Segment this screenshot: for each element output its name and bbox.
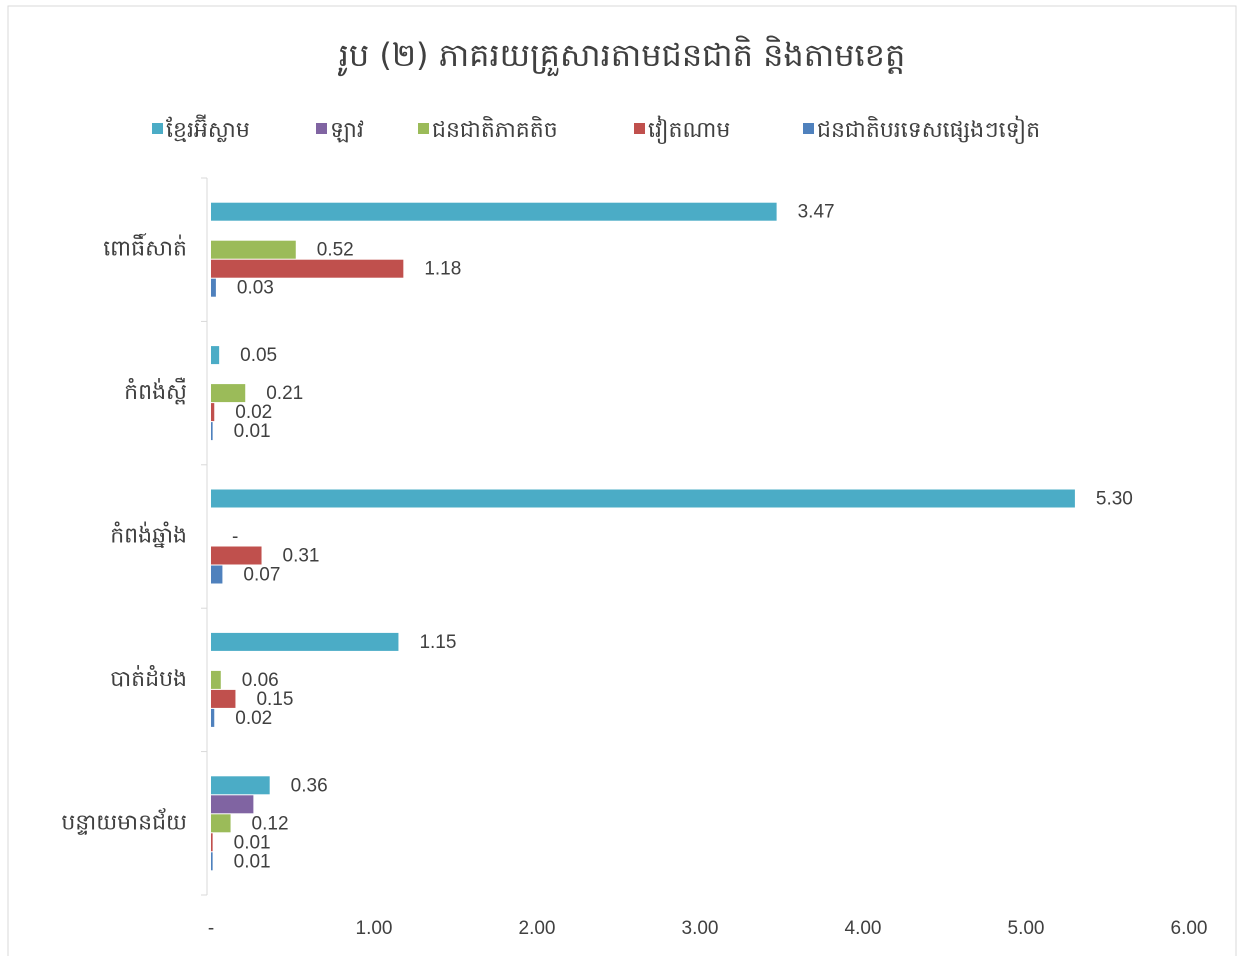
bar [211, 346, 220, 365]
bar [211, 403, 215, 422]
value-label: 0.01 [234, 421, 271, 442]
legend-swatch [316, 123, 327, 134]
legend-swatch [418, 123, 429, 134]
value-label: 1.18 [424, 259, 461, 280]
value-label: 0.02 [235, 708, 272, 729]
bar [211, 814, 231, 833]
x-tick-label: - [208, 918, 214, 939]
legend-swatch [803, 123, 814, 134]
value-label: 0.06 [242, 670, 279, 691]
value-label: 1.15 [419, 632, 456, 653]
value-label: 0.12 [252, 813, 289, 834]
bar [211, 852, 213, 871]
value-label: 0.07 [243, 565, 280, 586]
value-label: 0.01 [234, 851, 271, 872]
legend-label: ខ្មែរអ៊ីស្លាម [166, 114, 250, 143]
bar [211, 259, 404, 278]
bar [211, 202, 777, 221]
value-label: - [232, 527, 238, 548]
x-tick-label: 4.00 [845, 918, 882, 939]
bar [211, 384, 246, 403]
category-label: បន្ទាយមានជ័យ [61, 807, 187, 835]
bar [211, 670, 221, 689]
bar [211, 833, 213, 852]
value-label: 0.03 [237, 278, 274, 299]
category-label: កំពង់ស្ពឺ [124, 377, 187, 405]
bar [211, 795, 254, 814]
value-label: 0.31 [283, 546, 320, 567]
value-label: 3.47 [798, 202, 835, 223]
x-tick-label: 5.00 [1008, 918, 1045, 939]
chart-frame [7, 5, 1237, 956]
value-label: 5.30 [1096, 489, 1133, 510]
legend-label: ជនជាតិបរទេសផ្សេងៗទៀត [817, 115, 1040, 144]
value-label: 0.21 [266, 383, 303, 404]
value-label: 0.05 [240, 345, 277, 366]
legend-label: វៀតណាម [648, 115, 730, 144]
value-label: 0.02 [235, 402, 272, 423]
bar [211, 708, 215, 727]
value-label: 0.36 [291, 775, 328, 796]
x-tick-label: 2.00 [519, 918, 556, 939]
legend-swatch [152, 123, 163, 134]
x-tick-label: 1.00 [356, 918, 393, 939]
category-label: កំពង់ឆ្នាំង [110, 522, 187, 549]
category-label: ពោធិ៍សាត់ [103, 233, 187, 262]
bar [211, 240, 296, 259]
legend-label: ឡាវ [330, 118, 364, 143]
bar [211, 546, 262, 565]
x-tick-label: 6.00 [1171, 918, 1208, 939]
bar [211, 689, 236, 708]
x-tick-label: 3.00 [682, 918, 719, 939]
value-label: 0.15 [256, 689, 293, 710]
legend-label: ជនជាតិភាគតិច [432, 116, 558, 143]
value-label: 0.52 [317, 240, 354, 261]
bar [211, 278, 216, 297]
bar [211, 489, 1075, 508]
bar [211, 565, 223, 584]
bar [211, 776, 270, 795]
bar [211, 632, 399, 651]
chart-title: រូប (២) ភាគរយគ្រួសារតាមជនជាតិ និងតាមខេត្… [338, 35, 905, 77]
category-label: បាត់ដំបង [110, 665, 187, 692]
bar [211, 422, 213, 441]
legend-swatch [634, 123, 645, 134]
value-label: 0.01 [234, 832, 271, 853]
